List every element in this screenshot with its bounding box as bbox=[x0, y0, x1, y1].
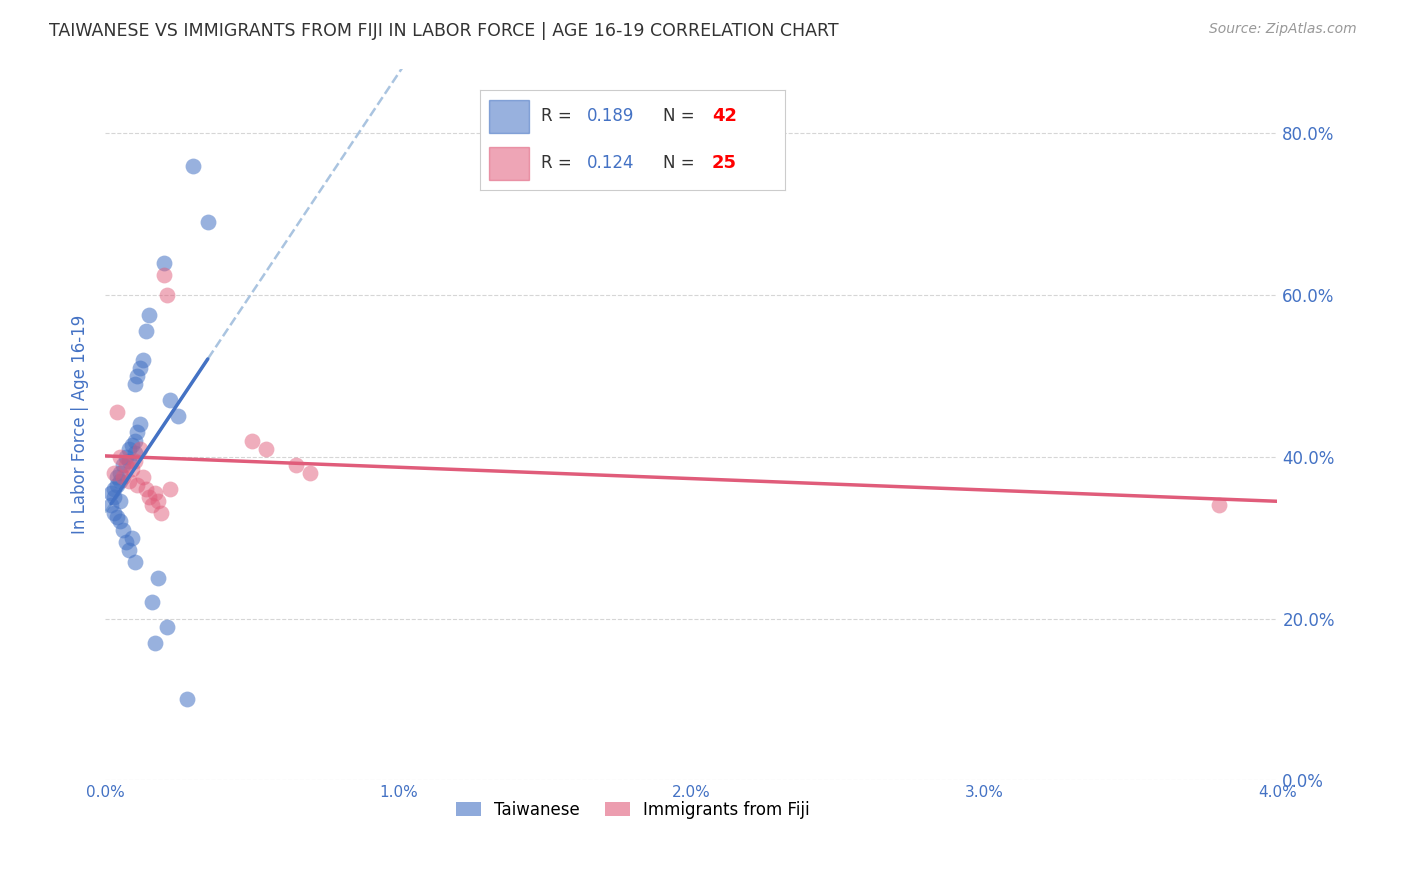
Point bbox=[1208, 498, 1230, 512]
Text: TAIWANESE VS IMMIGRANTS FROM FIJI IN LABOR FORCE | AGE 16-19 CORRELATION CHART: TAIWANESE VS IMMIGRANTS FROM FIJI IN LAB… bbox=[49, 22, 839, 40]
Point bbox=[141, 595, 163, 609]
Point bbox=[143, 636, 166, 650]
Y-axis label: In Labor Force | Age 16-19: In Labor Force | Age 16-19 bbox=[72, 315, 89, 534]
Point bbox=[124, 446, 146, 460]
Point bbox=[105, 478, 128, 492]
Point bbox=[124, 376, 146, 391]
Point bbox=[159, 393, 181, 408]
Point bbox=[118, 454, 141, 468]
Point bbox=[118, 542, 141, 557]
Point bbox=[118, 442, 141, 456]
Point bbox=[121, 531, 143, 545]
Point bbox=[176, 692, 198, 706]
Point bbox=[108, 494, 131, 508]
Point bbox=[141, 498, 163, 512]
Point bbox=[103, 466, 125, 480]
Point bbox=[108, 450, 131, 464]
Point bbox=[156, 288, 179, 302]
Point bbox=[127, 368, 149, 383]
Point bbox=[111, 523, 134, 537]
Point bbox=[135, 325, 157, 339]
Point bbox=[284, 458, 307, 472]
Point bbox=[108, 474, 131, 488]
Point bbox=[118, 474, 141, 488]
Point bbox=[114, 534, 136, 549]
Point bbox=[105, 510, 128, 524]
Point bbox=[103, 482, 125, 496]
Point bbox=[111, 470, 134, 484]
Point bbox=[149, 507, 172, 521]
Point bbox=[156, 619, 179, 633]
Point bbox=[240, 434, 263, 448]
Point bbox=[167, 409, 190, 424]
Point bbox=[111, 458, 134, 472]
Point bbox=[197, 215, 219, 229]
Point bbox=[132, 470, 155, 484]
Point bbox=[132, 352, 155, 367]
Point bbox=[129, 360, 152, 375]
Point bbox=[153, 268, 176, 282]
Point bbox=[105, 470, 128, 484]
Point bbox=[138, 308, 160, 322]
Point bbox=[129, 442, 152, 456]
Point bbox=[108, 515, 131, 529]
Point bbox=[103, 490, 125, 504]
Point bbox=[108, 466, 131, 480]
Point bbox=[103, 507, 125, 521]
Point bbox=[124, 555, 146, 569]
Text: Source: ZipAtlas.com: Source: ZipAtlas.com bbox=[1209, 22, 1357, 37]
Point bbox=[121, 437, 143, 451]
Point bbox=[181, 159, 204, 173]
Point bbox=[146, 494, 169, 508]
Point bbox=[138, 490, 160, 504]
Point bbox=[124, 454, 146, 468]
Point bbox=[254, 442, 277, 456]
Point bbox=[143, 486, 166, 500]
Point bbox=[105, 405, 128, 419]
Point bbox=[159, 482, 181, 496]
Point bbox=[100, 486, 122, 500]
Point bbox=[121, 462, 143, 476]
Point bbox=[127, 425, 149, 440]
Point bbox=[127, 478, 149, 492]
Point bbox=[124, 434, 146, 448]
Point bbox=[153, 255, 176, 269]
Point bbox=[135, 482, 157, 496]
Point bbox=[146, 571, 169, 585]
Point bbox=[114, 450, 136, 464]
Point bbox=[100, 498, 122, 512]
Point bbox=[299, 466, 322, 480]
Point bbox=[129, 417, 152, 432]
Legend: Taiwanese, Immigrants from Fiji: Taiwanese, Immigrants from Fiji bbox=[449, 794, 817, 825]
Point bbox=[114, 458, 136, 472]
